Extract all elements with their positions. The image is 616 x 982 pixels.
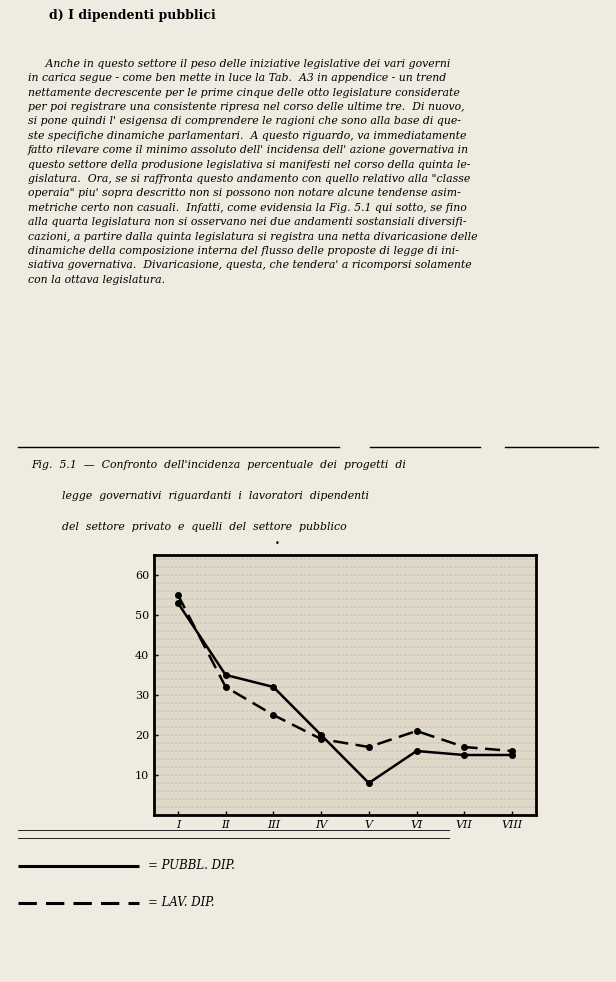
Text: d) I dipendenti pubblici: d) I dipendenti pubblici: [49, 9, 216, 22]
Text: Fig.  5.1  —  Confronto  dell'incidenza  percentuale  dei  progetti  di: Fig. 5.1 — Confronto dell'incidenza perc…: [31, 460, 406, 469]
Text: •: •: [275, 539, 280, 548]
Text: = LAV. DIP.: = LAV. DIP.: [148, 897, 214, 909]
Text: del  settore  privato  e  quelli  del  settore  pubblico: del settore privato e quelli del settore…: [62, 522, 346, 532]
Text: Anche in questo settore il peso delle iniziative legislative dei vari governi
in: Anche in questo settore il peso delle in…: [28, 59, 477, 285]
Text: legge  governativi  riguardanti  i  lavoratori  dipendenti: legge governativi riguardanti i lavorato…: [62, 491, 368, 501]
Text: = PUBBL. DIP.: = PUBBL. DIP.: [148, 859, 235, 872]
